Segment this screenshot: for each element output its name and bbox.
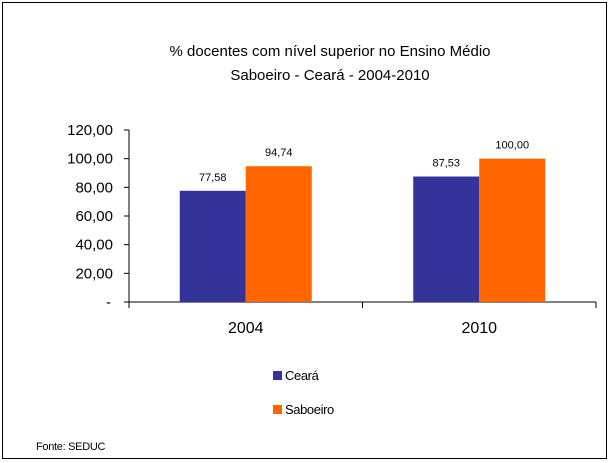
source-note: Fonte: SEDUC: [36, 441, 106, 453]
chart-title: % docentes com nível superior no Ensino …: [169, 43, 490, 60]
data-label: 94,74: [265, 147, 293, 159]
y-tick-label: 20,00: [75, 265, 113, 282]
legend-swatch: [273, 405, 282, 414]
bar-cear--2004: [179, 190, 246, 302]
y-tick-label: 80,00: [75, 179, 113, 196]
y-tick-label: 40,00: [75, 237, 113, 254]
x-axis: 2004 2010: [128, 301, 597, 337]
bar-cear--2010: [413, 176, 480, 302]
y-tick-label: 120,00: [67, 122, 113, 139]
legend: Ceará Saboeiro: [273, 368, 334, 417]
bar-saboeiro-2004: [245, 166, 312, 302]
bars: 77,58 94,74 87,53 100,00: [179, 140, 546, 302]
y-tick-label: 100,00: [67, 151, 113, 168]
legend-label: Saboeiro: [285, 402, 334, 417]
data-label: 87,53: [432, 158, 460, 170]
y-tick-label: -: [106, 294, 111, 311]
data-label: 100,00: [495, 140, 529, 152]
legend-label: Ceará: [285, 368, 320, 383]
legend-swatch: [273, 371, 282, 380]
y-tick-label: 60,00: [75, 208, 113, 225]
y-axis: - 20,00 40,00 60,00 80,00 100,00 120,00: [67, 122, 130, 311]
x-tick-label: 2010: [461, 320, 497, 337]
x-tick-label: 2004: [228, 320, 264, 337]
data-label: 77,58: [199, 172, 227, 184]
chart-subtitle: Saboeiro - Ceará - 2004-2010: [230, 67, 429, 84]
bar-saboeiro-2010: [479, 158, 546, 302]
